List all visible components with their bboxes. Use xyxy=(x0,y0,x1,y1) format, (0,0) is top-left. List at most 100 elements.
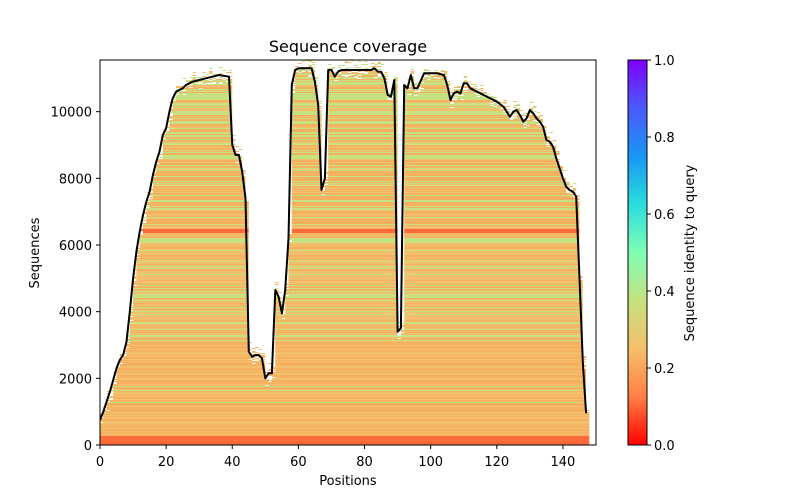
alignment-band xyxy=(136,285,249,286)
alignment-band xyxy=(119,365,266,366)
alignment-band xyxy=(328,125,398,126)
alignment-band xyxy=(169,118,233,119)
alignment-band xyxy=(424,77,434,78)
alignment-band xyxy=(275,341,583,342)
alignment-band xyxy=(275,350,583,351)
alignment-band xyxy=(404,214,580,215)
alignment-band xyxy=(404,251,580,252)
alignment-band xyxy=(404,106,494,107)
alignment-band xyxy=(288,253,398,254)
alignment-band xyxy=(404,241,580,242)
alignment-band xyxy=(291,221,398,222)
alignment-band xyxy=(404,240,580,241)
alignment-band xyxy=(328,138,398,139)
alignment-band xyxy=(404,321,583,322)
alignment-band xyxy=(169,109,233,110)
alignment-band xyxy=(513,105,520,106)
alignment-band xyxy=(123,357,256,358)
alignment-band xyxy=(136,268,249,269)
alignment-band xyxy=(404,287,583,288)
alignment-band xyxy=(328,112,398,113)
alignment-band xyxy=(275,343,583,344)
alignment-band xyxy=(404,122,524,123)
alignment-band xyxy=(291,138,322,139)
alignment-band xyxy=(324,180,398,181)
alignment-band xyxy=(288,256,398,257)
alignment-band xyxy=(126,350,249,351)
alignment-band xyxy=(453,103,491,104)
alignment-band xyxy=(192,83,196,84)
alignment-band xyxy=(285,310,398,311)
alignment-band xyxy=(404,272,580,273)
alignment-band xyxy=(285,298,398,299)
alignment-band xyxy=(291,109,319,110)
alignment-band xyxy=(291,191,398,192)
alignment-band xyxy=(404,249,580,250)
alignment-band xyxy=(404,152,560,153)
alignment-band xyxy=(404,183,570,184)
alignment-band xyxy=(126,345,249,346)
alignment-band xyxy=(433,70,438,71)
alignment-band xyxy=(268,374,587,375)
alignment-band xyxy=(440,70,444,71)
alignment-band xyxy=(126,354,259,355)
alignment-band xyxy=(133,299,249,300)
alignment-band xyxy=(136,260,249,261)
alignment-band xyxy=(324,173,398,174)
alignment-band xyxy=(285,308,398,309)
alignment-band xyxy=(404,121,537,122)
alignment-band xyxy=(420,81,444,82)
alignment-band xyxy=(344,61,348,62)
alignment-band xyxy=(172,104,233,105)
alignment-band xyxy=(529,108,534,109)
alignment-band xyxy=(328,130,398,131)
alignment-band xyxy=(328,73,335,74)
alignment-band xyxy=(453,107,507,108)
alignment-band xyxy=(457,94,477,95)
alignment-band xyxy=(126,355,256,356)
alignment-band xyxy=(404,125,527,126)
alignment-band xyxy=(100,428,590,429)
alignment-band xyxy=(328,137,398,138)
alignment-band xyxy=(129,337,249,338)
alignment-band xyxy=(404,293,583,294)
alignment-band xyxy=(209,79,213,80)
alignment-band xyxy=(129,333,249,334)
alignment-band xyxy=(341,72,348,73)
alignment-band xyxy=(129,326,249,327)
alignment-band xyxy=(404,215,580,216)
alignment-band xyxy=(288,277,398,278)
alignment-band xyxy=(493,105,501,106)
alignment-band xyxy=(172,115,233,116)
alignment-band xyxy=(328,184,398,185)
alignment-band xyxy=(288,285,398,286)
alignment-band xyxy=(328,170,398,171)
alignment-band xyxy=(288,238,398,239)
alignment-band xyxy=(291,96,319,97)
alignment-band xyxy=(291,99,319,100)
alignment-band xyxy=(341,73,365,74)
alignment-band xyxy=(328,75,335,76)
alignment-band xyxy=(404,258,580,259)
alignment-band xyxy=(291,129,322,130)
alignment-band xyxy=(176,91,233,92)
alignment-band xyxy=(291,154,322,155)
alignment-band xyxy=(324,183,398,184)
alignment-band xyxy=(252,351,256,352)
alignment-band xyxy=(291,214,398,215)
alignment-band xyxy=(533,106,537,107)
alignment-band xyxy=(328,113,398,114)
alignment-band xyxy=(202,83,206,84)
alignment-band xyxy=(404,268,580,269)
alignment-band xyxy=(328,91,388,92)
alignment-band xyxy=(324,188,398,189)
alignment-band xyxy=(228,76,233,77)
alignment-band xyxy=(394,80,398,81)
alignment-band xyxy=(374,68,378,69)
alignment-band xyxy=(109,387,587,388)
alignment-band xyxy=(404,328,583,329)
alignment-band xyxy=(357,77,375,78)
alignment-band xyxy=(480,88,484,89)
alignment-band xyxy=(404,222,580,223)
alignment-band xyxy=(106,409,587,410)
